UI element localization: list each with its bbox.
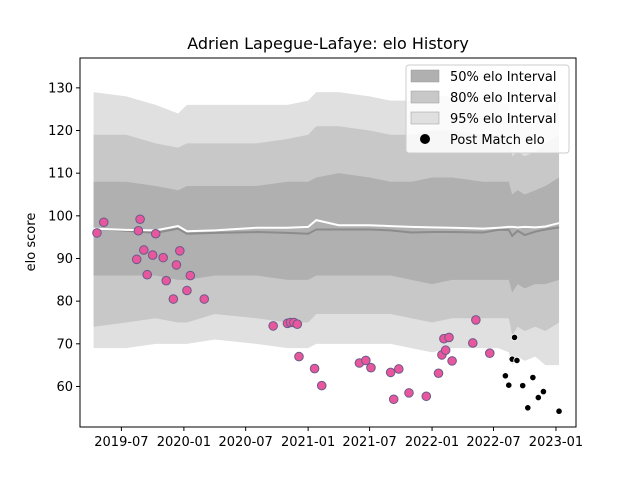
history-point-42 (484, 348, 495, 359)
x-tick-label: 2021-07 (342, 435, 396, 450)
history-point-30 (388, 394, 399, 405)
y-tick-label: 60 (56, 380, 73, 395)
post-match-point-6 (519, 382, 527, 390)
history-point-18 (268, 321, 278, 331)
y-tick-label: 110 (48, 167, 73, 182)
x-tick-label: 2022-07 (466, 435, 520, 450)
y-tick-label: 130 (48, 81, 73, 96)
x-axis: 2019-07 2020-01 2020-07 2021-01 2021-07 2022-… (94, 427, 583, 450)
y-axis: 60 70 80 90 100 110 120 130 (48, 81, 80, 395)
history-point-15 (182, 285, 192, 296)
history-point-10 (158, 252, 168, 263)
history-point-11 (161, 275, 172, 286)
legend-label-2: 80% elo Interval (450, 91, 557, 106)
post-match-point-10 (539, 387, 548, 396)
x-tick-label: 2023-01 (529, 435, 583, 450)
legend-swatch-3 (410, 111, 440, 125)
legend-swatch-2 (410, 90, 440, 104)
legend-swatch-1 (410, 69, 440, 83)
y-tick-label: 80 (56, 295, 73, 310)
y-tick-label: 70 (56, 337, 73, 352)
legend: 50% elo Interval 80% elo Interval 95% elo … (405, 64, 570, 154)
y-tick-label: 120 (48, 124, 73, 139)
median-elo-line (93, 226, 560, 238)
post-match-point-4 (510, 333, 519, 342)
legend-label-4: Post Match elo (450, 133, 545, 148)
history-point-40 (467, 338, 478, 348)
history-point-39 (447, 356, 457, 366)
history-point-28 (366, 362, 376, 373)
y-tick-label: 100 (48, 209, 73, 224)
legend-marker (420, 134, 430, 144)
x-tick-label: 2021-01 (281, 435, 335, 450)
history-point-34 (433, 368, 444, 379)
post-match-point-7 (524, 404, 532, 412)
x-tick-label: 2020-01 (157, 435, 211, 450)
history-point-25 (316, 380, 327, 391)
history-point-41 (471, 315, 481, 325)
band-50-interval (93, 173, 560, 293)
x-tick-label: 2020-07 (219, 435, 273, 450)
y-tick-label: 90 (56, 252, 73, 267)
history-point-24 (309, 363, 320, 374)
history-point-8 (147, 250, 158, 260)
legend-label-1: 50% elo Interval (450, 70, 557, 85)
history-point-29 (385, 367, 396, 378)
history-point-13 (171, 260, 182, 270)
history-point-9 (150, 228, 161, 239)
x-tick-label: 2022-01 (405, 435, 459, 450)
mean-elo-line (93, 219, 560, 233)
history-point-6 (139, 245, 149, 255)
post-match-point-8 (529, 373, 537, 382)
plot-area (92, 92, 563, 415)
history-point-33 (421, 391, 432, 402)
history-point-4 (133, 225, 144, 236)
post-match-point-5 (513, 356, 521, 365)
history-point-31 (393, 364, 404, 374)
history-point-7 (142, 269, 153, 280)
history-point-22 (292, 319, 303, 329)
history-point-27 (361, 355, 371, 366)
history-point-38 (444, 332, 454, 343)
legend-label-3: 95% elo Interval (450, 112, 557, 127)
history-point-16 (185, 270, 196, 281)
history-point-5 (135, 214, 145, 225)
legend-box (405, 64, 570, 154)
history-point-32 (404, 388, 414, 398)
points-layer (92, 214, 563, 415)
post-match-point-2 (505, 381, 513, 389)
post-match-point-1 (501, 372, 509, 380)
post-match-point-11 (555, 407, 563, 415)
history-point-23 (294, 351, 304, 362)
history-point-3 (131, 254, 142, 265)
chart-title: Adrien Lapegue-Lafaye: elo History (187, 34, 469, 53)
history-point-1 (92, 228, 102, 238)
y-axis-label: elo score (24, 213, 39, 272)
history-point-14 (175, 246, 185, 256)
history-point-2 (98, 217, 109, 228)
history-point-17 (199, 294, 210, 304)
history-point-37 (440, 345, 451, 356)
history-point-12 (168, 294, 179, 304)
plot-frame (79, 57, 577, 428)
x-tick-label: 2019-07 (94, 435, 148, 450)
post-match-point-9 (534, 393, 542, 402)
